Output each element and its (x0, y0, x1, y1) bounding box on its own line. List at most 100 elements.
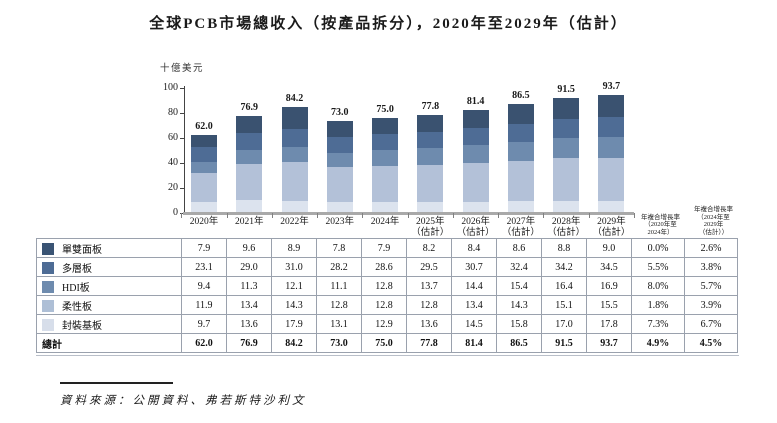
x-axis-label-line: 2022年 (280, 217, 309, 227)
value-cell: 30.7 (451, 257, 497, 277)
value-cell: 13.4 (451, 295, 497, 315)
x-axis-label-line: 2029年 (597, 217, 626, 227)
y-axis-tick-label: 20 (168, 182, 178, 193)
row-label-cell: 單雙面板 (36, 238, 182, 258)
value-cell: 16.4 (541, 276, 587, 296)
cagr-cell: 4.9% (631, 333, 685, 353)
y-axis-line (184, 86, 185, 215)
x-axis-label-line: 2021年 (235, 217, 264, 227)
value-cell: 8.2 (406, 238, 452, 258)
table-row: 柔性板 11.9 13.4 14.3 12.8 12.8 12.8 13.4 14.3 15.1 1… (36, 295, 738, 315)
cagr-header-2: 年複合增長率 （2024年至 2029年 （估計）） (687, 206, 740, 236)
cagr-cell: 6.7% (684, 314, 738, 334)
x-axis-label-line: 2020年 (189, 217, 219, 227)
value-cell: 12.8 (316, 295, 362, 315)
value-cell: 15.5 (586, 295, 632, 315)
x-axis-label-line: 2025年 (416, 217, 445, 227)
cagr-cell: 5.7% (684, 276, 738, 296)
chart-title: 全球PCB市場總收入（按產品拆分），2020年至2029年（估計） (149, 16, 628, 32)
table-row: 封裝基板 9.7 13.6 17.9 13.1 12.9 13.6 14.5 15.8 17.0 1… (36, 314, 738, 334)
legend-swatch (42, 261, 54, 274)
bar-segment-HDI板 (236, 149, 263, 164)
bar-segment-柔性板 (507, 123, 534, 142)
cagr-header-line: 2029年 (703, 221, 724, 228)
value-cell: 13.4 (226, 295, 272, 315)
x-axis-tick (498, 213, 500, 218)
bar-segment-HDI板 (191, 161, 218, 174)
x-axis-label-line: （估計） (501, 228, 540, 238)
y-axis-tick-label: 0 (173, 207, 178, 218)
value-cell: 7.9 (361, 238, 407, 258)
value-cell: 8.4 (451, 238, 497, 258)
bar-segment-柔性板 (598, 117, 625, 137)
x-axis-tick (588, 213, 590, 218)
value-cell: 15.8 (496, 314, 542, 334)
x-axis-label: 2029年 （估計） (589, 217, 634, 239)
bar-total-label: 81.4 (466, 96, 485, 108)
value-cell: 31.0 (271, 257, 317, 277)
bar-segment-封裝基板 (598, 94, 625, 118)
bar-segment-多層板 (553, 158, 580, 201)
value-cell: 9.4 (181, 276, 227, 296)
value-cell: 11.3 (226, 276, 272, 296)
row-label-cell: 總計 (36, 333, 182, 353)
x-axis-tick (271, 213, 273, 218)
y-axis-tick (180, 163, 184, 164)
value-cell: 13.1 (316, 314, 362, 334)
bar-segment-柔性板 (236, 132, 263, 150)
bar-segment-多層板 (281, 162, 308, 201)
y-axis-tick-label: 80 (168, 107, 178, 118)
bar-segment-封裝基板 (553, 97, 580, 119)
bar-segment-單雙面板 (462, 201, 489, 212)
bar-segment-HDI板 (462, 145, 489, 164)
value-cell: 23.1 (181, 257, 227, 277)
x-axis-label: 2025年 （估計） (408, 217, 453, 239)
cagr-header-1: 年複合增長率 （2020年至 2024年） (634, 214, 687, 237)
bar-segment-柔性板 (417, 131, 444, 148)
bar-segment-柔性板 (462, 128, 489, 146)
bar-segment-單雙面板 (326, 202, 353, 212)
x-axis-tick (181, 213, 183, 218)
cagr-header-line: （估計）） (698, 228, 729, 236)
value-cell: 13.6 (406, 314, 452, 334)
x-axis-tick (226, 213, 228, 218)
bar-total-label: 93.7 (602, 80, 621, 92)
value-cell: 7.9 (181, 238, 227, 258)
bar-total-label: 91.5 (557, 83, 575, 95)
bar-segment-單雙面板 (372, 202, 399, 212)
bar-segment-HDI板 (417, 147, 444, 165)
value-cell: 75.0 (361, 333, 407, 353)
row-label: HDI板 (62, 282, 90, 294)
bar-segment-HDI板 (598, 136, 625, 158)
value-cell: 12.8 (361, 295, 407, 315)
bar-segment-多層板 (417, 164, 444, 202)
bar-total-label: 84.2 (285, 92, 304, 104)
value-cell: 29.0 (226, 257, 272, 277)
cagr-cell: 4.5% (684, 333, 738, 353)
cagr-cell: 3.8% (684, 257, 738, 277)
x-axis-tick (317, 213, 319, 218)
cagr-cell: 8.0% (631, 276, 685, 296)
table-outer-bottom-line (36, 355, 739, 356)
value-cell: 14.5 (451, 314, 497, 334)
x-axis-label-line: 2023年 (325, 217, 355, 227)
value-cell: 12.1 (271, 276, 317, 296)
value-cell: 93.7 (586, 333, 632, 353)
bar-segment-單雙面板 (236, 200, 263, 212)
value-cell: 7.8 (316, 238, 362, 258)
cagr-header-line: （2020年至 (644, 221, 677, 228)
value-cell: 9.7 (181, 314, 227, 334)
bar-segment-單雙面板 (191, 202, 218, 212)
y-axis-tick-label: 100 (163, 82, 178, 93)
bar-segment-多層板 (598, 157, 625, 201)
bar-segment-單雙面板 (417, 201, 444, 212)
value-cell: 9.0 (586, 238, 632, 258)
cagr-cell: 1.8% (631, 295, 685, 315)
x-axis-label-line: 2028年 (551, 217, 581, 227)
value-cell: 29.5 (406, 257, 452, 277)
row-label-cell: 封裝基板 (36, 314, 182, 334)
value-cell: 14.3 (496, 295, 542, 315)
source-note: 資料來源：公開資料、弗若斯特沙利文 (60, 395, 307, 407)
x-axis-tick (362, 213, 364, 218)
